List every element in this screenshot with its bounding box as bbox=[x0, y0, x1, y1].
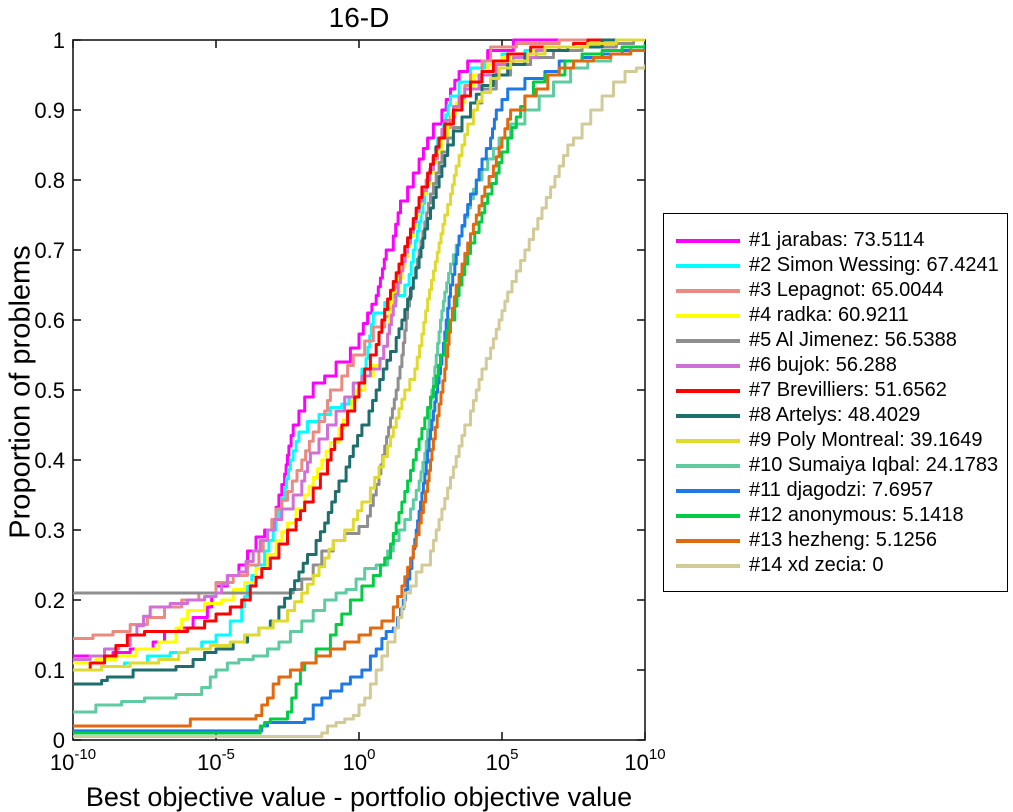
legend-label: #5 Al Jimenez: 56.5388 bbox=[749, 329, 957, 351]
legend-label: #2 Simon Wessing: 67.4241 bbox=[749, 254, 999, 276]
series-line-6 bbox=[73, 38, 645, 661]
legend-item: #8 Artelys: 48.4029 bbox=[664, 403, 1007, 428]
legend-item: #7 Brevilliers: 51.6562 bbox=[664, 378, 1007, 403]
legend-box: #1 jarabas: 73.5114 #2 Simon Wessing: 67.… bbox=[663, 213, 1008, 592]
y-tick-label: 0.1 bbox=[34, 658, 65, 683]
x-axis-label: Best objective value - portfolio objecti… bbox=[85, 782, 633, 812]
x-tick-label: 100 bbox=[343, 746, 376, 775]
series-line-10 bbox=[73, 45, 645, 714]
legend-label: #12 anonymous: 5.1418 bbox=[749, 504, 964, 526]
legend-item: #6 bujok: 56.288 bbox=[664, 353, 1007, 378]
y-tick-label: 0.2 bbox=[34, 588, 65, 613]
y-tick-label: 0.6 bbox=[34, 308, 65, 333]
legend-line-swatch bbox=[676, 513, 740, 518]
legend-label: #3 Lepagnot: 65.0044 bbox=[749, 279, 944, 301]
legend-label: #6 bujok: 56.288 bbox=[749, 354, 897, 376]
x-tick-label: 1010 bbox=[624, 746, 665, 775]
legend-line-swatch bbox=[676, 488, 740, 493]
y-axis-label: Proportion of problems bbox=[4, 245, 37, 539]
y-tick-label: 0 bbox=[53, 728, 65, 753]
series-line-1 bbox=[73, 38, 645, 658]
x-tick-label: 105 bbox=[486, 746, 519, 775]
legend-line-swatch bbox=[676, 338, 740, 343]
legend-line-swatch bbox=[676, 438, 740, 443]
legend-label: #14 xd zecia: 0 bbox=[749, 554, 884, 576]
y-tick-label: 0.9 bbox=[34, 98, 65, 123]
legend-label: #4 radka: 60.9211 bbox=[749, 304, 909, 326]
series-line-11 bbox=[73, 47, 645, 733]
legend-label: #8 Artelys: 48.4029 bbox=[749, 404, 921, 426]
legend-line-swatch bbox=[676, 413, 740, 418]
legend-line-swatch bbox=[676, 288, 740, 293]
legend-item: #9 Poly Montreal: 39.1649 bbox=[664, 428, 1007, 453]
legend-line-swatch bbox=[676, 463, 740, 468]
legend-item: #10 Sumaiya Iqbal: 24.1783 bbox=[664, 453, 1007, 478]
series-line-12 bbox=[73, 43, 645, 735]
y-tick-label: 0.8 bbox=[34, 168, 65, 193]
chart-title: 16-D bbox=[328, 2, 390, 33]
legend-line-swatch bbox=[676, 388, 740, 393]
legend-item: #13 hezheng: 5.1256 bbox=[664, 528, 1007, 553]
legend-item: #3 Lepagnot: 65.0044 bbox=[664, 278, 1007, 303]
y-tick-label: 0.3 bbox=[34, 518, 65, 543]
series-line-7 bbox=[73, 38, 645, 672]
y-tick-label: 0.5 bbox=[34, 378, 65, 403]
legend-line-swatch bbox=[676, 538, 740, 543]
series-line-9 bbox=[73, 38, 645, 672]
x-tick-label: 10-5 bbox=[197, 746, 235, 775]
legend-label: #9 Poly Montreal: 39.1649 bbox=[749, 429, 983, 451]
legend-label: #1 jarabas: 73.5114 bbox=[749, 229, 925, 251]
legend-label: #11 djagodzi: 7.6957 bbox=[749, 479, 934, 501]
legend-item: #11 djagodzi: 7.6957 bbox=[664, 478, 1007, 503]
series-group bbox=[73, 38, 645, 738]
legend-line-swatch bbox=[676, 263, 740, 268]
legend-line-swatch bbox=[676, 563, 740, 568]
legend-item: #2 Simon Wessing: 67.4241 bbox=[664, 253, 1007, 278]
legend-item: #5 Al Jimenez: 56.5388 bbox=[664, 328, 1007, 353]
series-line-8 bbox=[73, 38, 645, 686]
legend-label: #7 Brevilliers: 51.6562 bbox=[749, 379, 947, 401]
legend-item: #1 jarabas: 73.5114 bbox=[664, 228, 1007, 253]
legend-item: #14 xd zecia: 0 bbox=[664, 553, 1007, 578]
legend-label: #13 hezheng: 5.1256 bbox=[749, 529, 937, 551]
y-tick-label: 0.4 bbox=[34, 448, 65, 473]
series-line-4 bbox=[73, 38, 645, 665]
legend-item: #4 radka: 60.9211 bbox=[664, 303, 1007, 328]
series-line-13 bbox=[73, 49, 645, 728]
legend-line-swatch bbox=[676, 313, 740, 318]
legend-label: #10 Sumaiya Iqbal: 24.1783 bbox=[749, 454, 999, 476]
x-tick-label: 10-10 bbox=[50, 746, 96, 775]
y-tick-label: 1 bbox=[53, 28, 65, 53]
y-tick-label: 0.7 bbox=[34, 238, 65, 263]
legend-line-swatch bbox=[676, 363, 740, 368]
legend-item: #12 anonymous: 5.1418 bbox=[664, 503, 1007, 528]
legend-line-swatch bbox=[676, 238, 740, 243]
series-line-14 bbox=[73, 64, 645, 738]
